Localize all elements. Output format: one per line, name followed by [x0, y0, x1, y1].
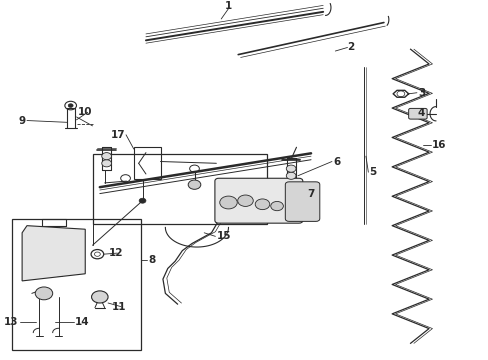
- Text: 13: 13: [4, 317, 19, 327]
- Circle shape: [237, 195, 253, 206]
- Bar: [134, 147, 160, 179]
- Text: 7: 7: [307, 189, 314, 199]
- Circle shape: [68, 104, 73, 107]
- Circle shape: [91, 291, 108, 303]
- Circle shape: [219, 196, 237, 209]
- Text: 17: 17: [110, 130, 125, 140]
- Text: 9: 9: [19, 116, 26, 126]
- Text: 1: 1: [224, 1, 232, 12]
- Text: 6: 6: [332, 157, 340, 167]
- FancyBboxPatch shape: [408, 108, 426, 119]
- Text: 10: 10: [78, 107, 92, 117]
- Text: 2: 2: [347, 42, 354, 53]
- Circle shape: [285, 172, 295, 179]
- Bar: [12, 219, 141, 350]
- Text: 8: 8: [148, 255, 155, 265]
- Circle shape: [35, 287, 53, 300]
- FancyBboxPatch shape: [285, 182, 319, 221]
- Circle shape: [285, 165, 295, 172]
- Circle shape: [102, 153, 111, 160]
- Text: 12: 12: [108, 248, 123, 258]
- Text: 4: 4: [417, 108, 425, 118]
- Text: 16: 16: [430, 140, 445, 150]
- Text: 3: 3: [417, 88, 424, 98]
- Text: 5: 5: [368, 167, 376, 177]
- Circle shape: [270, 202, 283, 211]
- Circle shape: [255, 199, 269, 210]
- Circle shape: [188, 180, 201, 189]
- Polygon shape: [22, 226, 85, 281]
- Circle shape: [139, 198, 145, 203]
- Circle shape: [102, 160, 111, 167]
- FancyBboxPatch shape: [214, 178, 302, 223]
- Text: 15: 15: [216, 231, 230, 241]
- Text: 14: 14: [74, 317, 89, 327]
- Bar: [92, 154, 267, 224]
- Text: 11: 11: [112, 302, 126, 311]
